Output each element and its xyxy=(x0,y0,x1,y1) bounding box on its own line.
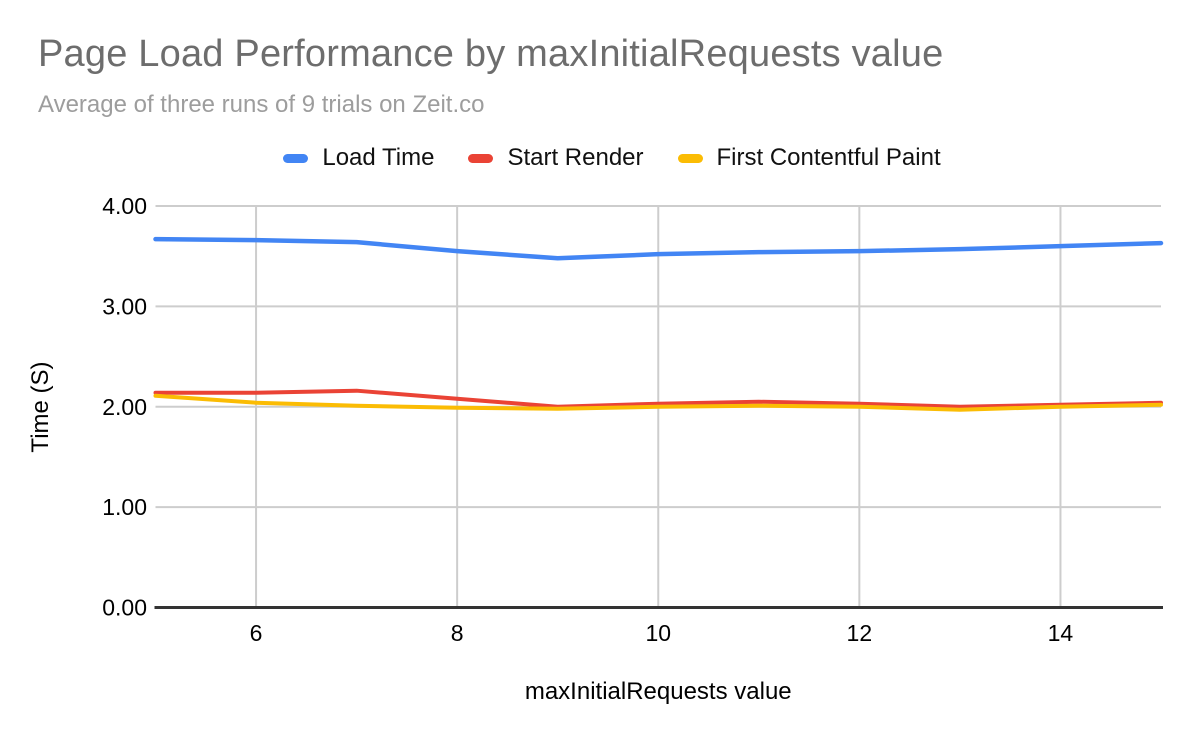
x-tick-label: 6 xyxy=(250,620,263,646)
y-axis-title: Time (S) xyxy=(27,361,54,452)
x-axis-title: maxInitialRequests value xyxy=(525,678,792,705)
chart-subtitle: Average of three runs of 9 trials on Zei… xyxy=(38,91,485,118)
legend-swatch-start-render-icon xyxy=(468,153,494,163)
legend-item-load-time: Load Time xyxy=(283,144,434,172)
y-tick-label: 1.00 xyxy=(102,494,147,520)
legend-item-start-render: Start Render xyxy=(468,144,644,172)
x-tick-label: 10 xyxy=(645,620,671,646)
legend-label-load-time: Load Time xyxy=(322,144,435,171)
series-line-first-contentful-paint xyxy=(153,393,1163,412)
y-tick-label: 4.00 xyxy=(102,193,147,219)
x-tick-label: 12 xyxy=(847,620,873,646)
x-tick-label: 14 xyxy=(1048,620,1074,646)
legend-label-start-render: Start Render xyxy=(507,144,644,171)
series-line-start-render xyxy=(153,388,1163,409)
series-line-load-time xyxy=(153,236,1164,261)
y-tick-label: 2.00 xyxy=(102,394,147,420)
legend-label-first-contentful-paint: First Contentful Paint xyxy=(716,144,941,171)
legend-swatch-load-time-icon xyxy=(283,153,309,163)
y-tick-label: 0.00 xyxy=(102,595,147,621)
x-tick-label: 8 xyxy=(451,620,464,646)
legend: Load Time Start Render First Contentful … xyxy=(24,144,1200,172)
legend-swatch-first-contentful-paint-icon xyxy=(677,153,703,163)
chart-title: Page Load Performance by maxInitialReque… xyxy=(38,33,944,75)
y-tick-label: 3.00 xyxy=(102,293,147,319)
legend-item-first-contentful-paint: First Contentful Paint xyxy=(677,144,941,172)
